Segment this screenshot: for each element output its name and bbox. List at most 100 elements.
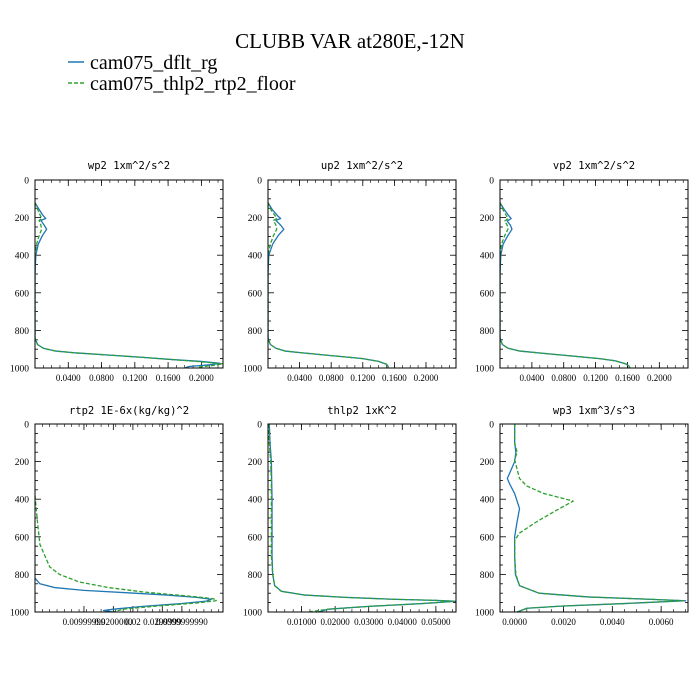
panel-title: wp3 1xm^3/s^3 [553, 405, 635, 417]
y-tick-label: 400 [480, 496, 495, 506]
y-tick-label: 200 [248, 214, 263, 224]
x-tick-label: 0.0800 [319, 373, 344, 383]
x-tick-label: 0.0200000 [94, 617, 133, 627]
x-tick-label: 0.02 [125, 617, 141, 627]
series-line-0 [35, 202, 221, 368]
panel-wp3: wp3 1xm^3/s^3 0 200 400 600 800 1000 0.0000 0.0… [475, 405, 689, 627]
y-tick-label: 600 [15, 533, 30, 543]
x-tick-label: 0.0800 [551, 373, 576, 383]
plot-frame [267, 179, 457, 369]
y-tick-label: 600 [480, 533, 495, 543]
series-line-0 [35, 577, 212, 612]
y-tick-label: 1000 [475, 609, 494, 619]
series-line-0 [268, 202, 389, 368]
x-tick-label: 0.0800 [89, 373, 114, 383]
x-tick-label: 0.1200 [122, 373, 147, 383]
x-tick-label: 0.0400 [287, 373, 312, 383]
series-line-0 [268, 424, 456, 612]
x-tick-label: 0.0060 [649, 617, 674, 627]
y-tick-label: 1000 [10, 365, 29, 375]
figure-title: CLUBB VAR at280E,-12N [235, 29, 465, 53]
panel-title: thlp2 1xK^2 [327, 405, 397, 417]
y-tick-label: 800 [15, 327, 30, 337]
y-tick-label: 200 [15, 458, 30, 468]
plot-frame [267, 423, 457, 613]
legend: cam075_dflt_rg cam075_thlp2_rtp2_floor [68, 52, 296, 95]
x-tick-label: 0.0299999 [143, 617, 182, 627]
y-tick-label: 800 [480, 327, 495, 337]
legend-label-0: cam075_dflt_rg [90, 52, 217, 74]
x-tick-label: 0.0400 [56, 373, 81, 383]
series-line-1 [500, 202, 631, 368]
panel-rtp2: rtp2 1E-6x(kg/kg)^2 0 200 400 600 800 1000 0.0… [10, 405, 224, 627]
y-tick-label: 400 [248, 496, 263, 506]
series-line-1 [35, 495, 217, 612]
y-tick-label: 600 [248, 533, 263, 543]
series-line-0 [506, 424, 687, 612]
panel-title: vp2 1xm^2/s^2 [553, 160, 635, 172]
y-tick-label: 400 [15, 496, 30, 506]
y-tick-label: 0 [24, 421, 29, 431]
y-tick-label: 200 [15, 214, 30, 224]
y-tick-label: 0 [489, 421, 494, 431]
x-tick-label: 0.0400 [519, 373, 544, 383]
y-tick-label: 200 [480, 214, 495, 224]
x-tick-label: 0.1600 [382, 373, 407, 383]
plot-frame [34, 423, 224, 613]
x-tick-label: 0.1200 [350, 373, 375, 383]
panel-thlp2: thlp2 1xK^2 0 200 400 600 800 1000 0.01000 0.02… [243, 405, 457, 627]
panel-title: wp2 1xm^2/s^2 [88, 160, 170, 172]
x-tick-label: 0.03000 [354, 617, 384, 627]
x-tick-label: 0.0000 [502, 617, 527, 627]
panel-up2: up2 1xm^2/s^2 0 200 400 600 800 1000 0.0400 0.0… [243, 160, 457, 383]
y-tick-label: 200 [248, 458, 263, 468]
x-tick-label: 0.2000 [647, 373, 672, 383]
x-tick-label: 0.0040 [600, 617, 625, 627]
panel-wp2: wp2 1xm^2/s^2 0 200 400 600 800 1000 0.0400 0.0… [10, 160, 224, 383]
y-tick-label: 800 [15, 571, 30, 581]
x-tick-label: 0.0399999990 [156, 617, 208, 627]
x-tick-label: 0.1600 [156, 373, 181, 383]
x-tick-label: 0.02000 [321, 617, 351, 627]
y-tick-label: 200 [480, 458, 495, 468]
y-tick-label: 1000 [10, 609, 29, 619]
y-tick-label: 400 [480, 252, 495, 262]
y-tick-label: 0 [257, 421, 262, 431]
panel-title: rtp2 1E-6x(kg/kg)^2 [69, 405, 189, 417]
y-tick-label: 400 [248, 252, 263, 262]
y-tick-label: 1000 [243, 365, 262, 375]
y-tick-label: 0 [257, 177, 262, 187]
plot-frame [499, 423, 689, 613]
y-tick-label: 800 [248, 327, 263, 337]
y-tick-label: 600 [480, 289, 495, 299]
series-line-1 [35, 202, 223, 368]
x-tick-label: 0.2000 [189, 373, 214, 383]
x-tick-label: 0.1200 [583, 373, 608, 383]
y-tick-label: 1000 [475, 365, 494, 375]
x-tick-label: 0.1600 [615, 373, 640, 383]
series-line-1 [268, 202, 389, 368]
x-tick-label: 0.2000 [414, 373, 439, 383]
series-line-1 [268, 424, 455, 612]
panel-vp2: vp2 1xm^2/s^2 0 200 400 600 800 1000 0.0400 0.0… [475, 160, 689, 383]
y-tick-label: 800 [480, 571, 495, 581]
plot-frame [499, 179, 689, 369]
x-tick-label: 0.04000 [388, 617, 418, 627]
y-tick-label: 0 [489, 177, 494, 187]
x-tick-label: 0.0020 [551, 617, 576, 627]
y-tick-label: 800 [248, 571, 263, 581]
x-tick-label: 0.00999999 [63, 617, 106, 627]
y-tick-label: 1000 [243, 609, 262, 619]
series-line-1 [514, 424, 684, 612]
y-tick-label: 600 [248, 289, 263, 299]
x-tick-label: 0.01000 [287, 617, 317, 627]
y-tick-label: 600 [15, 289, 30, 299]
legend-label-1: cam075_thlp2_rtp2_floor [90, 73, 296, 95]
plot-frame [34, 179, 224, 369]
x-tick-label: 0.05000 [421, 617, 451, 627]
panel-title: up2 1xm^2/s^2 [321, 160, 403, 172]
y-tick-label: 400 [15, 252, 30, 262]
y-tick-label: 0 [24, 177, 29, 187]
series-line-0 [500, 202, 631, 368]
